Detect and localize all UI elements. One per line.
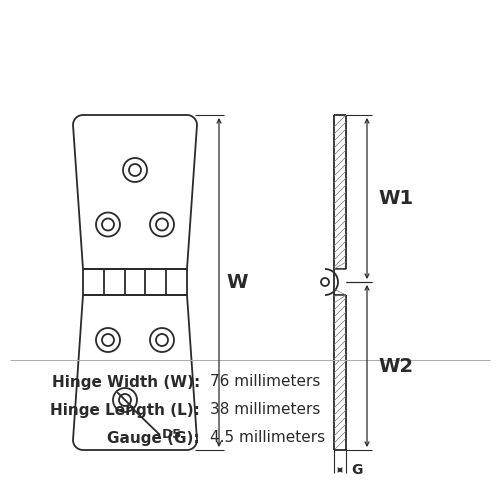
Text: G: G	[351, 463, 362, 477]
Text: Gauge (G):: Gauge (G):	[108, 430, 200, 446]
Text: 38 millimeters: 38 millimeters	[210, 402, 320, 417]
Text: D5: D5	[162, 428, 182, 442]
Text: W1: W1	[378, 189, 413, 208]
Text: W: W	[226, 273, 248, 292]
Text: 76 millimeters: 76 millimeters	[210, 374, 320, 390]
Text: W2: W2	[378, 356, 413, 376]
Text: Hinge Width (W):: Hinge Width (W):	[52, 374, 200, 390]
Text: 4.5 millimeters: 4.5 millimeters	[210, 430, 325, 446]
Text: Hinge Length (L):: Hinge Length (L):	[50, 402, 200, 417]
